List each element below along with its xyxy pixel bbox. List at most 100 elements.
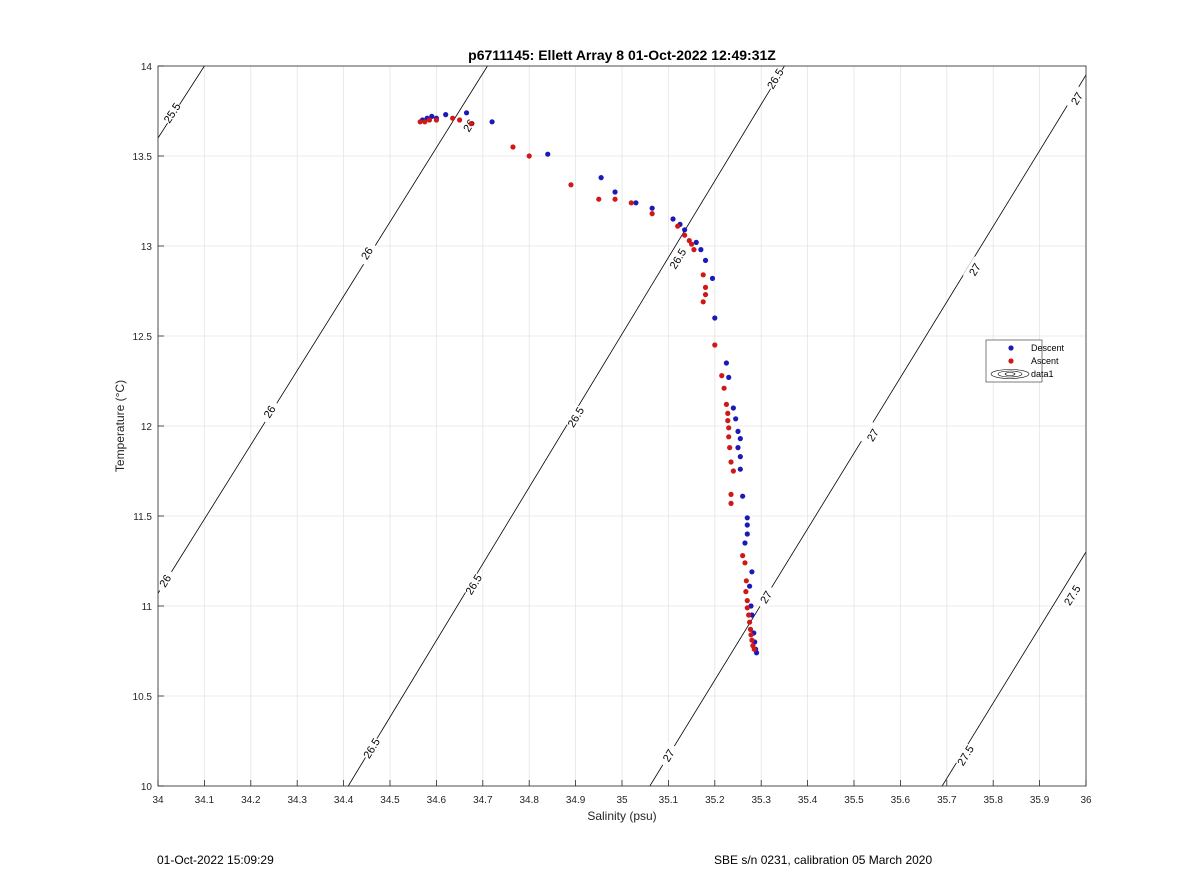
ascent-point [682,232,688,238]
ascent-point [628,200,634,206]
ascent-point [748,632,754,638]
descent-point [702,257,709,263]
x-tick-label: 34.8 [519,795,539,806]
contour-label-bg [355,240,379,267]
x-tick-label: 35.8 [983,795,1003,806]
descent-point [698,247,704,253]
y-tick-label: 13.5 [133,152,153,163]
descent-point [545,151,551,157]
x-tick-label: 35.3 [751,795,771,806]
ascent-point [702,284,709,290]
y-tick-label: 12 [141,422,153,433]
x-tick-label: 35.9 [1030,795,1050,806]
descent-point [709,275,716,281]
ascent-point [744,605,750,611]
ascent-point [700,272,706,278]
ascent-point [740,553,746,559]
descent-point [443,112,449,118]
x-tick-label: 35.1 [659,795,679,806]
ascent-point [726,425,732,431]
y-tick-label: 14 [141,62,153,73]
descent-point [633,200,639,206]
ascent-point [749,637,755,643]
x-tick-label: 35.4 [798,795,818,806]
descent-point [489,119,495,125]
legend-label-descent: Descent [1031,343,1065,353]
ascent-point [744,598,750,604]
contour-label-bg [665,245,690,272]
x-tick-label: 34.2 [241,795,261,806]
y-axis-label: Temperature (°C) [113,380,127,472]
contour-label-bg [160,99,184,126]
ascent-point [568,182,574,188]
ascent-point [691,247,697,253]
contour-label-bg [153,567,177,594]
y-tick-label: 10.5 [133,692,153,703]
ascent-point [746,612,752,618]
ascent-point [728,491,734,497]
data-points [417,110,760,656]
legend-label-ascent: Ascent [1031,356,1059,366]
contour-label: 27 [865,427,882,444]
descent-point [749,569,755,575]
legend: Descent Ascent data1 [985,339,1065,383]
contour-label-bg [763,65,787,92]
ascent-point [743,578,749,584]
ascent-point [712,342,718,348]
ascent-point [730,468,736,474]
ascent-point [596,196,602,202]
ascent-point [468,121,474,127]
ascent-point [727,445,733,451]
contour-label-bg [563,403,588,431]
axis-ticks: 34 34.1 34.2 34.3 34.4 34.5 34.6 34.7 34.8 34.9 35… [133,62,1092,806]
ascent-point [450,115,456,121]
descent-point [682,227,688,233]
ascent-point [743,589,749,595]
x-tick-label: 34.3 [287,795,307,806]
contour-label-bg [962,256,987,283]
ascent-point [426,117,433,123]
ascent-point [675,223,681,229]
descent-point [735,445,741,451]
descent-point [612,189,618,195]
descent-point [670,216,676,222]
x-tick-label: 34.1 [195,795,215,806]
contour-label: 27 [758,589,775,606]
descent-point [737,436,743,442]
legend-marker-ascent [1008,358,1014,364]
ascent-point [742,560,748,566]
descent-point [726,374,732,380]
ascent-point [510,144,516,150]
ascent-point [721,385,727,391]
x-tick-label: 35.6 [891,795,911,806]
y-tick-label: 10 [141,782,153,793]
ascent-point [725,418,731,424]
footer-calibration: SBE s/n 0231, calibration 05 March 2020 [714,853,933,867]
x-tick-label: 36 [1080,795,1092,806]
grid-lines [157,65,1087,787]
ascent-point [751,646,757,652]
legend-label-data1: data1 [1031,369,1054,379]
descent-point [742,540,748,546]
ascent-point [725,410,731,416]
footer-timestamp: 01-Oct-2022 15:09:29 [157,853,274,867]
descent-point [730,405,736,411]
ascent-point [417,119,423,125]
contour-label-bg [754,583,778,611]
contour-label-bg [656,742,681,769]
ascent-point [726,434,732,440]
x-axis-label: Salinity (psu) [587,809,656,823]
descent-point [649,205,655,211]
x-tick-label: 34.9 [566,795,586,806]
contour-label-bg [1060,582,1084,609]
descent-point [598,175,604,181]
contour-line-26 [158,66,488,594]
x-tick-label: 35 [616,795,628,806]
contour-label: 27 [1069,91,1086,108]
descent-point [733,416,739,422]
contour-label-bg [860,421,885,449]
contour-label-bg [1065,85,1089,112]
ascent-point [747,619,753,625]
contour-label-bg [461,571,486,598]
